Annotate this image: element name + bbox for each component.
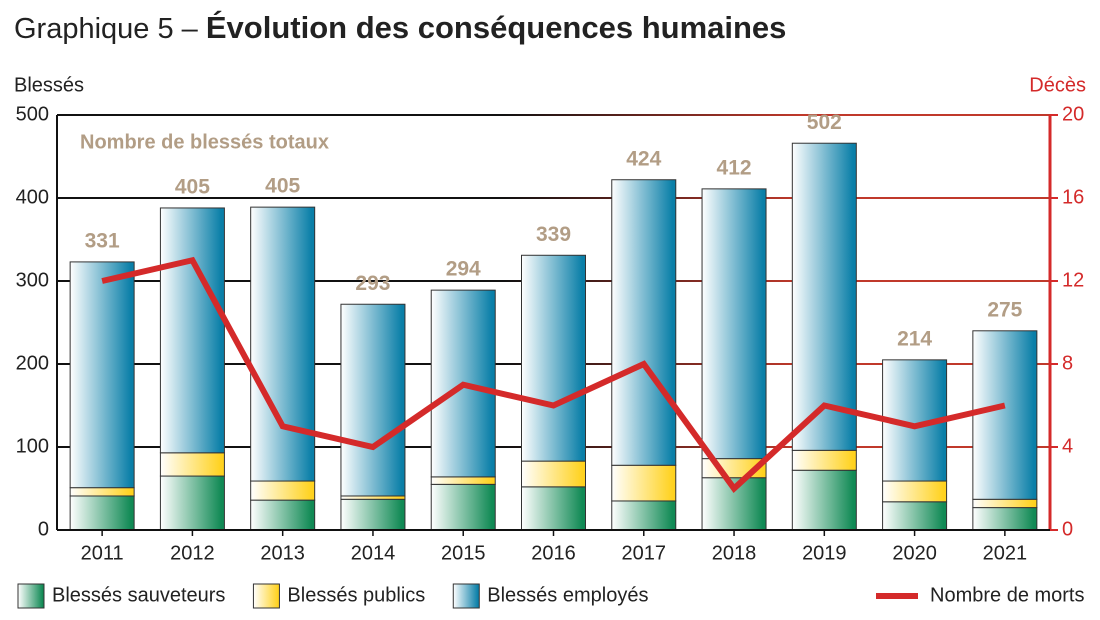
- bar-segment: [69, 495, 135, 531]
- y2-tick-label: 8: [1062, 352, 1073, 374]
- y-tick-label: 500: [16, 103, 49, 125]
- title-label: Graphique 5 –: [14, 13, 199, 45]
- bar-segment: [882, 480, 948, 503]
- total-label: 214: [897, 327, 932, 350]
- x-tick-label: 2017: [622, 542, 667, 564]
- bar-segment: [882, 501, 948, 531]
- legend-swatch: [452, 583, 480, 609]
- y-tick-label: 200: [16, 352, 49, 374]
- x-tick-label: 2018: [712, 542, 757, 564]
- x-tick-label: 2012: [170, 542, 215, 564]
- x-tick-label: 2020: [892, 542, 937, 564]
- total-label: 331: [85, 229, 120, 252]
- y2-tick-label: 4: [1062, 435, 1073, 457]
- bar-segment: [430, 476, 496, 485]
- x-tick-label: 2011: [81, 542, 124, 564]
- total-label: 339: [536, 223, 571, 246]
- legend-label: Blessés employés: [487, 584, 648, 606]
- y2-tick-label: 0: [1062, 518, 1073, 540]
- bar-segment: [791, 142, 857, 451]
- x-tick-label: 2013: [260, 542, 305, 564]
- legend-swatch: [252, 583, 280, 609]
- bar-segment: [159, 207, 225, 454]
- bar-segment: [159, 475, 225, 531]
- total-label: 405: [265, 175, 300, 198]
- x-tick-label: 2016: [531, 542, 576, 564]
- y-tick-label: 300: [16, 269, 49, 291]
- bar-segment: [69, 261, 135, 489]
- legend-label: Blessés sauveteurs: [52, 584, 225, 606]
- total-label: 412: [717, 156, 752, 179]
- y2-axis-label: Décès: [1029, 74, 1086, 96]
- bar-segment: [521, 486, 586, 531]
- bar-segment: [611, 464, 677, 502]
- line-series: [101, 256, 1006, 493]
- chart-title: Évolution des conséquences humaines: [206, 10, 787, 45]
- y-tick-label: 0: [38, 518, 49, 540]
- total-label: 502: [807, 111, 842, 134]
- annotation: Nombre de blessés totaux: [80, 131, 329, 153]
- bar-segment: [791, 469, 857, 531]
- total-label: 294: [446, 258, 481, 281]
- x-tick-label: 2019: [802, 542, 847, 564]
- bar-segment: [250, 206, 316, 482]
- y2-tick-label: 12: [1062, 269, 1084, 291]
- x-tick-label: 2021: [983, 542, 1028, 564]
- y-tick-label: 400: [16, 186, 49, 208]
- bar-segment: [972, 498, 1038, 509]
- bar-segment: [611, 500, 677, 531]
- x-tick-label: 2014: [351, 542, 396, 564]
- bar-segment: [521, 254, 586, 462]
- bar-segment: [250, 499, 316, 531]
- total-label: 275: [987, 298, 1022, 321]
- bar-segment: [972, 507, 1038, 531]
- bar-segment: [340, 303, 406, 497]
- bar-segment: [69, 487, 135, 497]
- y2-tick-label: 20: [1062, 103, 1084, 125]
- bar-segment: [340, 498, 406, 531]
- bar-segment: [159, 452, 225, 477]
- bar-segment: [430, 483, 496, 531]
- chart-title-label: Graphique 5 – Évolution des conséquences…: [14, 10, 786, 45]
- bar-segment: [701, 188, 767, 460]
- bar-segment: [972, 330, 1038, 500]
- legend-swatch: [17, 583, 45, 609]
- bar-segment: [611, 179, 677, 466]
- x-tick-label: 2015: [441, 542, 486, 564]
- legend-label: Nombre de morts: [930, 584, 1085, 606]
- bar-segment: [521, 460, 586, 488]
- bar-segment: [791, 449, 857, 471]
- y-tick-label: 100: [16, 435, 49, 457]
- y-axis-label: Blessés: [14, 74, 84, 96]
- bar-segment: [250, 480, 316, 501]
- total-label: 293: [355, 272, 390, 295]
- y2-tick-label: 16: [1062, 186, 1084, 208]
- total-label: 424: [626, 147, 661, 170]
- total-label: 405: [175, 176, 210, 199]
- legend-label: Blessés publics: [287, 584, 425, 606]
